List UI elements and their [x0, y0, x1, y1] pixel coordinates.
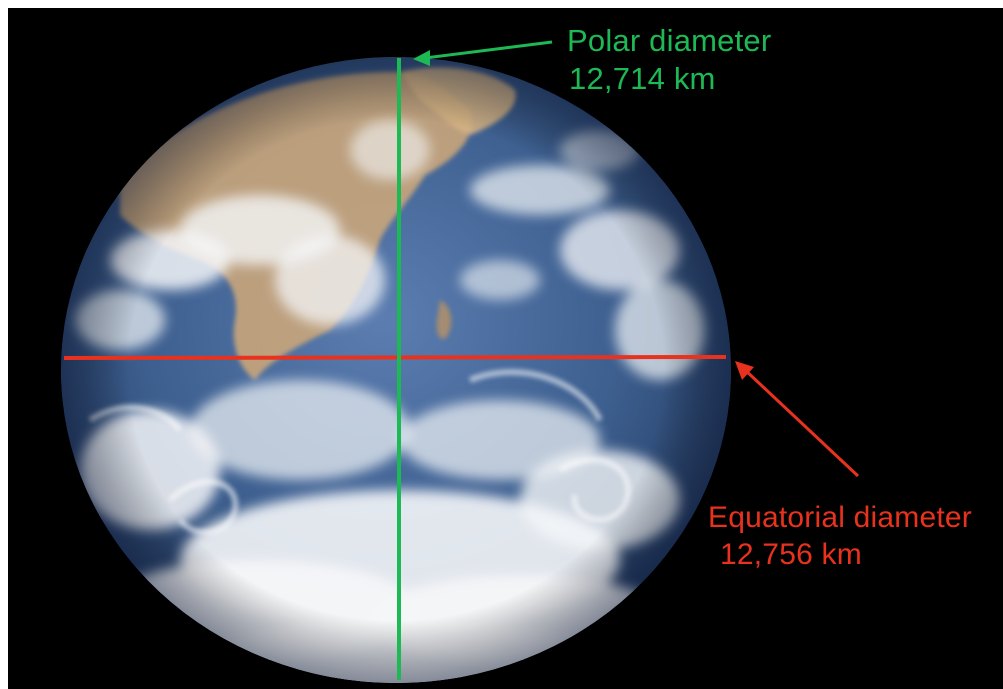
equatorial-diameter-value: 12,756 km: [720, 538, 862, 571]
equatorial-diameter-label: Equatorial diameter: [708, 501, 972, 534]
equatorial-arrow: [735, 361, 860, 478]
equatorial-diameter-line: [63, 355, 727, 360]
polar-diameter-value: 12,714 km: [569, 61, 716, 96]
earth-globe: [61, 57, 731, 683]
polar-arrow: [413, 40, 553, 66]
polar-diameter-label: Polar diameter: [567, 23, 772, 58]
